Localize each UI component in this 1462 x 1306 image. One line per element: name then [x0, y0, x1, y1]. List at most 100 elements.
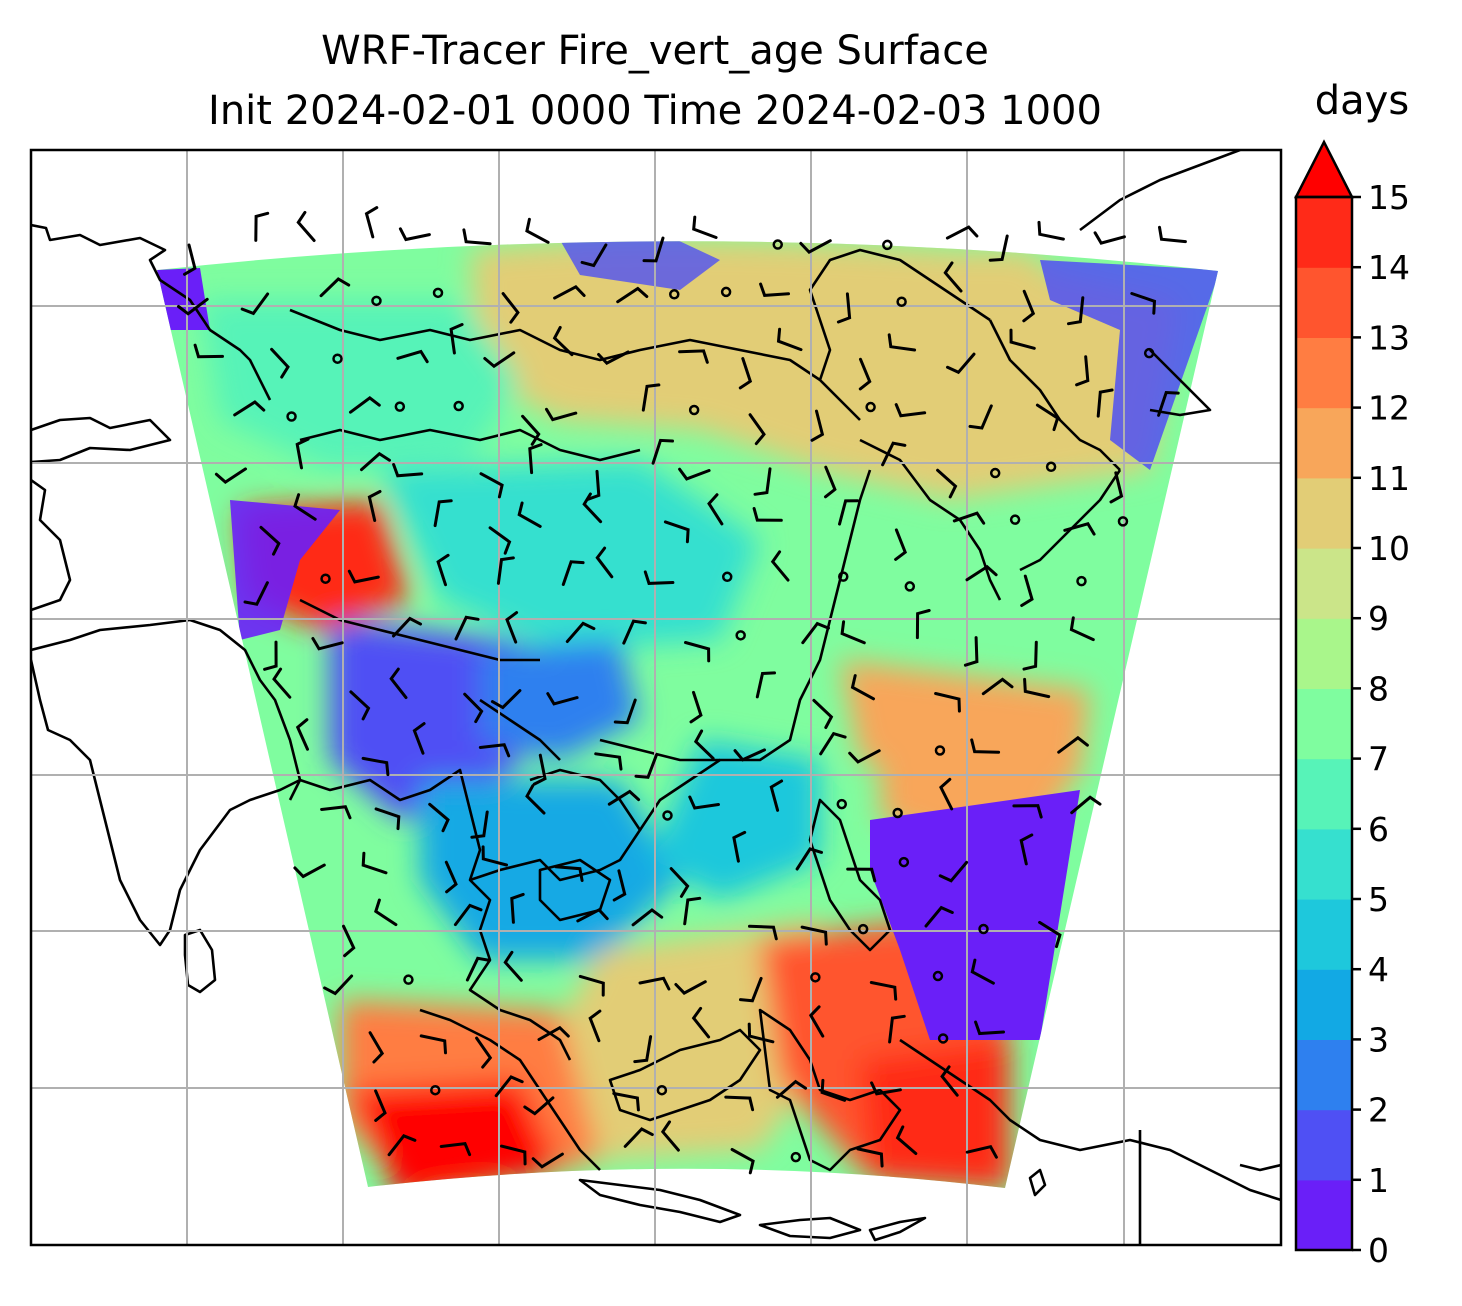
wind-barb [607, 789, 641, 806]
calm-wind-marker [721, 571, 733, 583]
calm-wind-marker [403, 974, 414, 985]
wind-barb [214, 467, 247, 484]
colorbar-tick-label: 15 [1368, 178, 1410, 217]
colorbar-segment [1296, 758, 1352, 830]
wind-barb [963, 636, 979, 667]
calm-wind-marker [1045, 461, 1057, 473]
wind-barb [349, 690, 371, 721]
calm-wind-marker [896, 296, 907, 307]
wind-barb [888, 1014, 906, 1044]
wind-barb [678, 467, 711, 481]
wind-barb [463, 692, 484, 724]
wind-barb [887, 333, 917, 352]
wind-barb [870, 1081, 902, 1096]
wind-barb [848, 749, 881, 764]
wind-barb [582, 492, 603, 524]
calm-wind-marker [735, 630, 746, 641]
colorbar-segment [1296, 1039, 1352, 1111]
coastline-sakhalin [1149, 349, 1212, 417]
wind-barb [776, 327, 803, 352]
wind-barb [419, 1034, 447, 1055]
wind-barb [494, 1075, 524, 1098]
calm-wind-marker [810, 972, 821, 983]
wind-barb [453, 903, 483, 927]
wind-barb [374, 898, 398, 927]
wind-barb [364, 206, 379, 239]
wind-barb [707, 493, 724, 526]
border-mongolia-east [808, 248, 991, 381]
tracer-age-field [157, 241, 1218, 1188]
wind-barb [840, 620, 866, 645]
wind-barb [724, 1095, 755, 1112]
wind-barb [361, 756, 390, 777]
wind-barb [943, 261, 963, 293]
wind-barb [684, 641, 711, 663]
wind-barb [1130, 292, 1157, 315]
wind-barb [361, 851, 388, 875]
wind-barb [612, 869, 627, 902]
calm-wind-marker [453, 400, 464, 412]
wind-barb [259, 525, 281, 556]
wind-barb [801, 621, 830, 645]
coastline-new-guinea [899, 1038, 1281, 1202]
calm-wind-marker [669, 289, 680, 300]
wind-barb [759, 282, 790, 297]
wind-barb [1157, 390, 1180, 417]
colorbar-segment [1296, 337, 1352, 409]
wind-barb [1096, 388, 1114, 418]
wind-barb [389, 667, 408, 700]
wind-barb [688, 795, 720, 810]
coastline-timor [868, 1216, 927, 1242]
calm-wind-marker [1143, 347, 1155, 359]
wind-barb [769, 779, 784, 812]
wind-barb [597, 350, 630, 366]
wind-barb [523, 1096, 555, 1116]
wind-barb [500, 1144, 527, 1166]
calm-wind-marker [332, 353, 343, 364]
colorbar-tick-label: 9 [1368, 599, 1389, 638]
wind-barb [660, 1120, 680, 1152]
wind-barb [1035, 403, 1060, 432]
colorbar-tick-label: 14 [1368, 248, 1410, 287]
wind-barb [374, 807, 401, 831]
calm-wind-marker [656, 1084, 668, 1096]
wind-barb [945, 225, 979, 240]
wind-barb [669, 867, 690, 898]
calm-wind-marker [978, 923, 989, 935]
wind-barb [1067, 296, 1085, 326]
coastline-east-edge [1239, 1163, 1281, 1172]
wind-barb [531, 1152, 564, 1169]
wind-barb [683, 896, 702, 926]
colorbar-segment [1296, 407, 1352, 479]
chart-subtitle: Init 2024-02-01 0000 Time 2024-02-03 100… [208, 88, 1102, 134]
wind-barb [689, 690, 703, 724]
wind-barb [894, 528, 908, 561]
coastline-gulf-thailand [469, 768, 642, 882]
wind-barb [347, 569, 380, 584]
wind-barb [233, 400, 266, 417]
colorbar-extend-arrow [1293, 139, 1355, 199]
wind-barb [254, 211, 270, 242]
calm-wind-marker [898, 856, 910, 868]
calm-wind-marker [857, 923, 869, 935]
wind-barb [1063, 522, 1096, 536]
wind-barb [1012, 804, 1043, 819]
wind-barb [623, 1127, 654, 1148]
wind-barb [580, 243, 608, 268]
wind-barb [651, 438, 674, 465]
wind-barb [561, 560, 585, 586]
colorbar-tick-label: 3 [1368, 1020, 1389, 1059]
wind-barb [374, 1089, 387, 1122]
colorbar-tick-label: 2 [1368, 1091, 1389, 1130]
coastline-india [31, 659, 301, 947]
wind-barb [392, 463, 424, 478]
wind-barb [240, 292, 270, 316]
wind-barb [517, 501, 542, 528]
calm-wind-marker [790, 1151, 802, 1163]
wind-barb [428, 802, 450, 833]
wind-barb [633, 1035, 653, 1064]
calm-wind-marker [772, 239, 784, 250]
wind-barb [462, 228, 492, 246]
wind-barb [836, 292, 852, 324]
calm-wind-marker [371, 295, 382, 307]
